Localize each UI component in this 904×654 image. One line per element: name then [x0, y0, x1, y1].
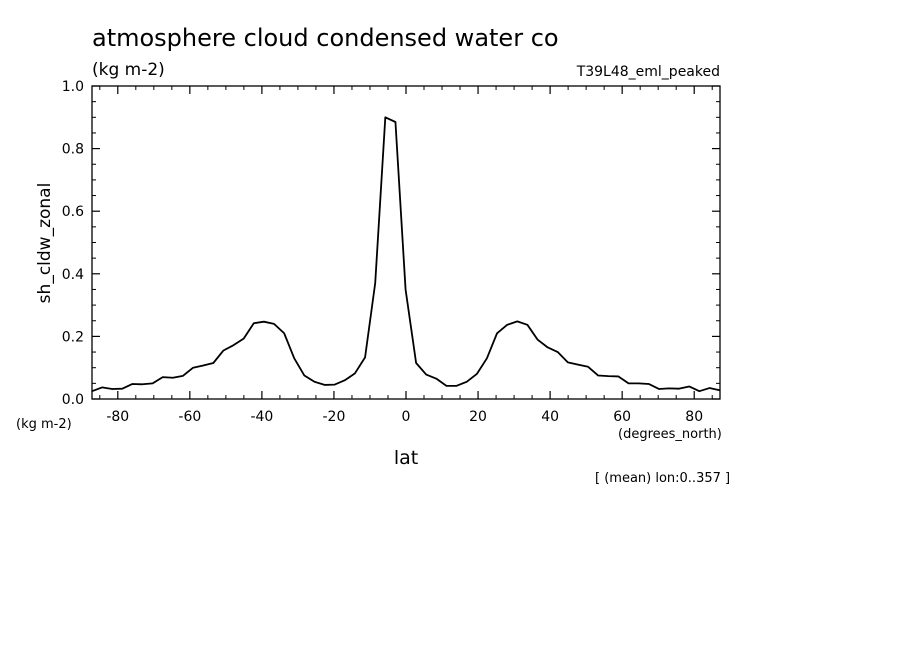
data-point	[557, 351, 559, 353]
data-point	[202, 364, 204, 367]
data-point	[658, 388, 660, 390]
footnote: [ (mean) lon:0..357 ]	[595, 471, 730, 486]
data-point	[547, 346, 549, 348]
data-point	[627, 382, 630, 384]
y-axis: 0.0 0.2 0.4 0.6 0.8 1.0	[62, 79, 720, 408]
data-point	[506, 324, 508, 326]
data-point	[364, 356, 366, 358]
data-point	[567, 361, 569, 363]
data-point	[698, 390, 700, 392]
data-point	[708, 387, 711, 389]
data-point	[313, 381, 316, 383]
y-tick-label: 0.0	[62, 392, 84, 408]
units-top-label: (kg m-2)	[92, 60, 165, 80]
y-tick-label: 0.6	[62, 204, 84, 220]
data-point	[496, 332, 498, 334]
data-point	[121, 388, 123, 390]
x-tick-label: 60	[613, 409, 631, 425]
y-tick-label: 0.4	[62, 267, 84, 283]
chart-title: atmosphere cloud condensed water co	[92, 24, 559, 52]
data-point	[101, 386, 103, 389]
y-axis-label: sh_cldw_zonal	[35, 183, 55, 304]
data-point	[435, 378, 437, 380]
x-tick-label: 20	[469, 409, 487, 425]
data-point	[212, 362, 214, 364]
data-point	[455, 385, 458, 387]
data-point	[293, 357, 295, 359]
data-point	[141, 383, 144, 385]
data-point	[182, 375, 184, 377]
data-point	[425, 373, 427, 376]
data-point	[384, 116, 386, 118]
data-point	[526, 324, 529, 326]
x-tick-label: 0	[402, 409, 411, 425]
data-point	[617, 375, 620, 378]
x-tick-label: -40	[250, 409, 273, 425]
x-tick-label: -80	[106, 409, 129, 425]
y-tick-label: 0.2	[62, 329, 84, 345]
data-point	[222, 349, 225, 352]
data-point	[162, 376, 164, 378]
data-point	[172, 377, 174, 379]
data-point	[394, 121, 397, 123]
data-point	[111, 388, 113, 390]
data-point	[638, 382, 640, 384]
x-tick-label: 80	[685, 409, 703, 425]
data-point	[192, 367, 194, 369]
data-point	[324, 384, 326, 386]
data-point	[152, 382, 154, 384]
y-tick-label: 1.0	[62, 79, 84, 95]
y-tick-label: 0.8	[62, 142, 84, 158]
data-point	[445, 385, 448, 387]
data-point	[668, 387, 670, 389]
data-point	[374, 282, 376, 284]
data-point	[648, 383, 650, 385]
data-point	[516, 320, 518, 322]
data-point	[476, 373, 478, 375]
data-point	[303, 374, 305, 377]
data-point	[263, 321, 265, 323]
data-point	[283, 332, 285, 334]
data-point	[334, 384, 336, 386]
data-point	[536, 338, 539, 341]
data-point	[91, 390, 93, 392]
data-point	[243, 337, 245, 340]
data-point	[354, 372, 356, 374]
x-axis: -80 -60 -40 -20 0 20 40 60 80	[99, 86, 713, 425]
x-tick-label: -60	[178, 409, 201, 425]
data-point	[486, 357, 488, 359]
x-axis-label: lat	[394, 447, 418, 469]
data-point	[415, 362, 417, 364]
y-units-label: (kg m-2)	[16, 417, 72, 432]
x-units-label: (degrees_north)	[618, 427, 722, 442]
data-point	[688, 385, 690, 388]
experiment-label: T39L48_eml_peaked	[576, 64, 720, 80]
data-point	[577, 363, 579, 366]
data-point	[587, 366, 589, 368]
data-point	[719, 389, 721, 391]
data-point	[131, 383, 133, 385]
data-point	[466, 381, 468, 383]
data-point	[678, 388, 680, 390]
data-points	[91, 116, 721, 392]
data-point	[273, 323, 275, 325]
data-point	[607, 375, 609, 377]
x-tick-label: 40	[541, 409, 559, 425]
data-point	[597, 374, 599, 377]
data-point	[253, 322, 255, 324]
x-tick-label: -20	[323, 409, 346, 425]
data-point	[404, 288, 407, 291]
data-point	[232, 344, 235, 346]
data-point	[344, 379, 346, 381]
